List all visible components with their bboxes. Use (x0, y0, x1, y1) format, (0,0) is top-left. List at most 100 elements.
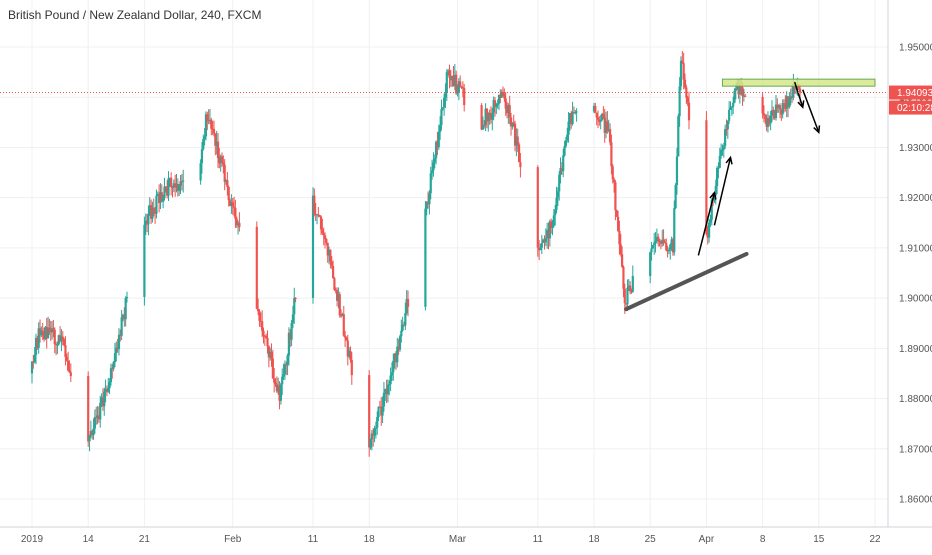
x-tick-label: Apr (699, 534, 715, 545)
candle-body (289, 332, 292, 340)
candle-body (54, 344, 58, 346)
candle-body (124, 297, 127, 320)
candle-body (384, 388, 387, 393)
candle-body (369, 439, 372, 448)
candle-body (675, 156, 679, 185)
candle-body (93, 417, 96, 429)
candle-body (294, 297, 297, 299)
candle-body (104, 389, 107, 392)
candle-body (388, 384, 391, 386)
candle-body (293, 297, 296, 315)
candle-body (713, 195, 716, 201)
candle-body (484, 108, 487, 126)
candle-body (147, 213, 150, 225)
candle-body (396, 346, 399, 363)
candle-body (548, 221, 551, 239)
candle-body (567, 121, 570, 135)
candle-body (34, 338, 38, 355)
candle-body (144, 220, 147, 225)
candle-body (334, 289, 337, 291)
candle-body (436, 141, 439, 148)
candle-body (97, 415, 101, 420)
candle-body (148, 205, 151, 214)
candle-body (792, 84, 795, 98)
countdown-tag (889, 100, 932, 115)
candle-body (425, 202, 428, 209)
candle-body (400, 330, 403, 337)
candle-body (87, 376, 90, 442)
candle-body (259, 320, 262, 322)
candle-body (614, 182, 617, 211)
candle-body (622, 266, 625, 289)
candle-body (64, 345, 67, 357)
countdown-value: 02:10:28 (897, 103, 932, 114)
candle-body (722, 146, 725, 150)
candle-body (100, 397, 103, 403)
candle-body (230, 202, 233, 206)
candle-body (48, 327, 51, 330)
candle-body (258, 311, 261, 321)
candle-body (670, 239, 673, 245)
candle-body (443, 97, 446, 108)
candle-body (627, 285, 630, 288)
candle-body (107, 387, 110, 392)
candle-body (65, 356, 68, 361)
candle-body (797, 85, 800, 89)
candle-body (621, 254, 624, 267)
candle-body (226, 180, 229, 187)
candle-body (212, 128, 216, 134)
candle-body (681, 60, 684, 64)
candle-body (598, 119, 601, 122)
arrow-head (797, 100, 805, 109)
candle-body (380, 407, 383, 416)
candle-body (331, 265, 335, 279)
candle-body (33, 354, 36, 363)
candle-body (390, 372, 394, 376)
candle-body (88, 435, 91, 442)
candle-body (49, 329, 52, 333)
candle-body (488, 113, 491, 116)
candle-body (113, 353, 117, 362)
candle-body (706, 234, 709, 238)
y-tick-label: 1.90000 (899, 294, 932, 305)
candle-body (44, 327, 47, 340)
candle-body (489, 115, 493, 120)
candle-body (222, 162, 225, 165)
candle-body (742, 95, 745, 97)
candle-body (724, 129, 727, 147)
candle-body (433, 158, 436, 163)
candle-body (429, 173, 432, 194)
x-tick-label: 11 (533, 534, 544, 545)
candle-body (52, 328, 55, 330)
candle-body (269, 351, 272, 358)
y-tick-label: 1.87000 (899, 444, 932, 455)
candle-body (313, 195, 316, 214)
candle-body (61, 336, 64, 340)
candle-body (513, 123, 517, 146)
candle-body (160, 192, 163, 202)
candle-body (282, 374, 285, 377)
candle-body (344, 335, 347, 338)
candle-body (451, 75, 454, 81)
candle-body (91, 431, 94, 436)
candle-body (216, 141, 220, 159)
candle-body (203, 136, 206, 140)
x-tick-label: 18 (364, 534, 376, 545)
candle-body (551, 225, 554, 229)
candle-body (172, 183, 175, 188)
candle-body (461, 87, 464, 89)
candle-body (178, 185, 181, 191)
candle-body (674, 184, 677, 209)
x-tick-label: Mar (449, 534, 467, 545)
candle-body (485, 108, 489, 122)
candle-body (678, 86, 681, 117)
candle-body (152, 207, 155, 213)
candle-body (516, 136, 519, 145)
candle-body (483, 125, 486, 127)
candle-body (342, 314, 345, 336)
candle-body (671, 239, 675, 253)
candle-body (154, 212, 157, 214)
candle-body (744, 95, 747, 97)
candle-body (286, 355, 289, 365)
candle-body (378, 406, 382, 408)
